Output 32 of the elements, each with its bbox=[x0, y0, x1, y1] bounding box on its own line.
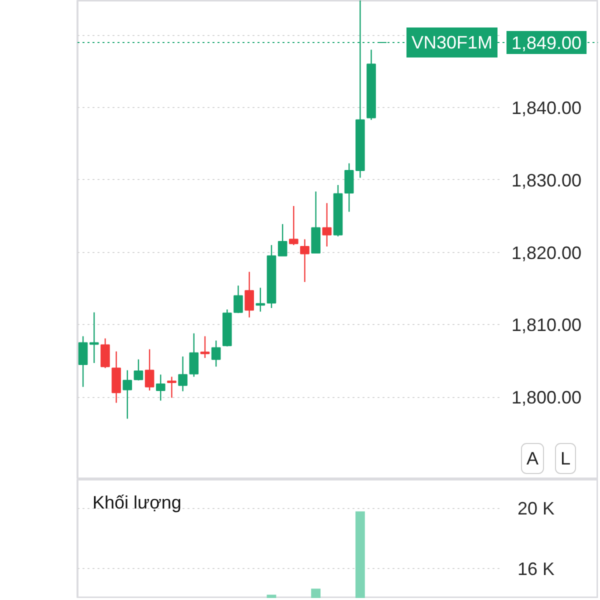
text: Khối lượng bbox=[92, 492, 182, 512]
candlestick bbox=[289, 205, 298, 246]
candlestick bbox=[244, 271, 254, 318]
candlestick bbox=[189, 332, 199, 378]
candlestick bbox=[167, 376, 176, 398]
candlestick bbox=[144, 348, 154, 392]
candlestick bbox=[134, 358, 144, 381]
candlestick bbox=[300, 238, 310, 283]
candlestick bbox=[78, 336, 88, 388]
candlestick bbox=[89, 312, 99, 364]
candlestick bbox=[322, 202, 332, 248]
annotation: A bbox=[526, 448, 539, 468]
y-tick-label: 1,849.00 bbox=[512, 32, 582, 53]
annotation: L bbox=[560, 448, 571, 468]
candlestick bbox=[100, 338, 110, 369]
ref-line-label: VN30F1M bbox=[411, 32, 493, 52]
candlestick bbox=[178, 356, 188, 392]
y-tick-label: 1,810.00 bbox=[512, 315, 582, 336]
candlestick bbox=[156, 374, 166, 402]
candlestick bbox=[122, 370, 132, 420]
y-tick-label: 1,830.00 bbox=[512, 170, 582, 190]
candlestick bbox=[278, 223, 288, 257]
candlestick bbox=[344, 162, 354, 212]
y-tick-label: 1,800.00 bbox=[512, 388, 582, 408]
y-tick-label: 1,840.00 bbox=[512, 98, 582, 118]
candlestick bbox=[256, 287, 266, 312]
y-tick-label: 16 K bbox=[518, 558, 555, 579]
y-tick-label: 20 K bbox=[518, 498, 555, 518]
y-tick-label: 1,820.00 bbox=[512, 242, 582, 263]
candlestick bbox=[211, 340, 221, 368]
candlestick bbox=[234, 284, 243, 314]
candlestick bbox=[200, 336, 210, 359]
